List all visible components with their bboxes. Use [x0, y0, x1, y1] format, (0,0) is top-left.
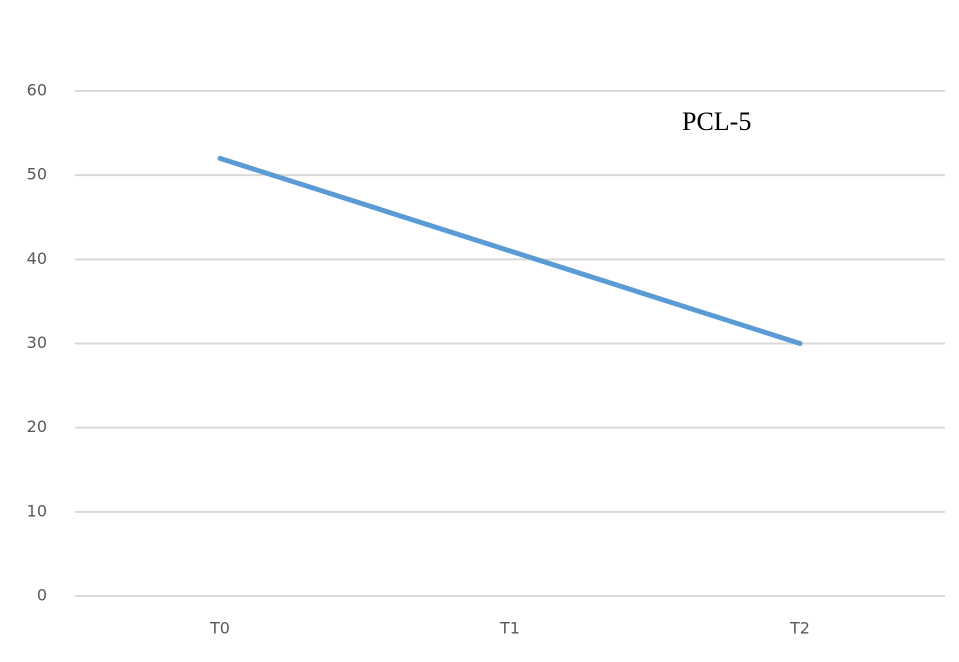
y-tick-label: 60 [27, 81, 47, 100]
x-tick-label: T2 [789, 619, 810, 638]
y-tick-label: 50 [27, 165, 47, 184]
y-tick-label: 40 [27, 249, 47, 268]
x-tick-label: T0 [209, 619, 230, 638]
y-tick-label: 10 [27, 501, 47, 520]
y-tick-label: 0 [37, 586, 47, 605]
legend-label: PCL-5 [682, 107, 751, 136]
data-line [217, 155, 803, 346]
x-tick-label: T1 [499, 619, 520, 638]
y-tick-label: 30 [27, 333, 47, 352]
y-tick-label: 20 [27, 417, 47, 436]
